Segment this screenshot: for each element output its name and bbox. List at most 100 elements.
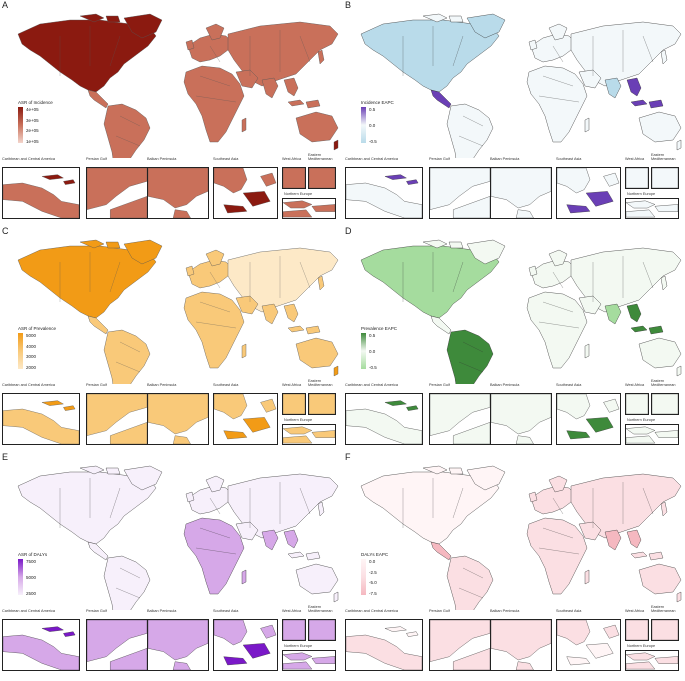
region-scandinavia (548, 249, 568, 267)
inset-map-seasia (556, 393, 621, 445)
region-europe (530, 33, 576, 63)
inset-map-persian (86, 393, 148, 445)
inset-label-balkan: Balkan Peninsula (490, 609, 520, 613)
world-map (17, 465, 339, 610)
legend-title: ASR of Prevalence (18, 326, 57, 331)
region-africa (526, 517, 588, 595)
legend-colorbar (18, 333, 23, 369)
border-line (458, 587, 484, 599)
legend-tick-label: -2.5 (369, 569, 377, 575)
region-indonesia2 (648, 99, 664, 109)
region-indonesia1 (287, 325, 305, 333)
map-legend: ASR of DALYs 7500 5000 2500 (18, 552, 47, 596)
region-uk (528, 39, 538, 51)
border-line (452, 487, 464, 519)
inset-map-seasia (213, 167, 278, 219)
legend-colorbar (18, 559, 23, 595)
map-panel-d: D Prevalence EAPC 0.5 0.0 -0.5 Caribbean and … (343, 226, 683, 452)
region-southAmerica (103, 555, 151, 610)
inset-map-eastmed (651, 167, 679, 189)
inset-label-persian: Persian Gulf (429, 157, 450, 161)
inset-label-caribbean: Caribbean and Central America (345, 157, 398, 161)
border-line (199, 527, 231, 539)
inset-map-balkan (147, 393, 209, 445)
border-line (195, 547, 237, 555)
panel-letter: E (2, 452, 9, 462)
region-centralAmerica (430, 89, 452, 109)
inset-label-caribbean: Caribbean and Central America (2, 157, 55, 161)
inset-map-balkan (490, 393, 552, 445)
inset-label-westafrica: West Africa (282, 383, 302, 387)
region-uk (185, 39, 195, 51)
border-line (642, 487, 654, 515)
world-map (360, 465, 682, 610)
region-northAmerica (360, 19, 500, 93)
legend-colorbar (361, 333, 366, 369)
inset-map-neurope (625, 198, 679, 219)
region-southAmerica (446, 329, 494, 384)
border-line (552, 497, 564, 515)
region-uk (528, 491, 538, 503)
region-scandinavia (205, 249, 225, 267)
region-arabia (578, 521, 602, 541)
legend-tick-label: 4e+05 (26, 107, 39, 112)
inset-label-eastmed: Eastern Mediterranean (308, 379, 333, 387)
border-line (458, 135, 484, 147)
region-greenland (466, 239, 506, 265)
region-greenland (123, 13, 163, 39)
legend-tick-label: 4000 (26, 343, 37, 349)
legend-tick-label: 0.5 (369, 333, 376, 338)
region-indonesia1 (287, 99, 305, 107)
region-centralAmerica (430, 315, 452, 335)
legend-tick-label: 3000 (26, 354, 37, 360)
inset-map-balkan (147, 167, 209, 219)
inset-label-neurope: Northern Europe (284, 644, 313, 648)
map-legend: Prevalence EAPC 0.5 0.0 -0.5 (361, 326, 398, 370)
inset-label-eastmed: Eastern Mediterranean (308, 605, 333, 613)
legend-tick-label: 5000 (26, 333, 37, 338)
legend-tick-label: 5000 (26, 575, 37, 580)
inset-label-caribbean: Caribbean and Central America (345, 609, 398, 613)
region-indonesia1 (287, 551, 305, 559)
region-nz (676, 139, 682, 151)
border-line (462, 341, 484, 353)
border-line (209, 45, 221, 63)
region-madagascar (241, 343, 247, 359)
region-arctic2 (448, 15, 464, 23)
region-madagascar (241, 117, 247, 133)
border-line (109, 261, 121, 293)
inset-map-caribbean (2, 393, 80, 445)
region-arctic2 (105, 15, 121, 23)
region-asia (570, 473, 682, 539)
border-line (538, 95, 580, 103)
inset-label-westafrica: West Africa (625, 383, 645, 387)
inset-map-eastmed (308, 619, 336, 641)
legend-title: ASR of Incidence (18, 100, 53, 105)
border-line (452, 35, 464, 67)
legend-title: Incidence EAPC (361, 100, 394, 105)
legend-tick-label: 0.0 (369, 123, 376, 128)
region-india (261, 303, 279, 325)
border-line (115, 587, 141, 599)
inset-map-neurope (282, 198, 336, 219)
region-australia (295, 337, 339, 369)
inset-map-caribbean (345, 167, 423, 219)
panel-letter: B (345, 0, 352, 10)
map-panel-e: E ASR of DALYs 7500 5000 2500 Caribbean and C… (0, 452, 340, 678)
legend-title: Prevalence EAPC (361, 326, 398, 331)
border-line (552, 271, 564, 289)
region-indonesia2 (648, 551, 664, 561)
inset-label-persian: Persian Gulf (86, 383, 107, 387)
legend-tick-label: 0.0 (369, 559, 376, 564)
legend-tick-label: 1e+05 (26, 139, 39, 144)
region-centralAmerica (87, 541, 109, 561)
inset-label-caribbean: Caribbean and Central America (2, 383, 55, 387)
region-europe (187, 33, 233, 63)
inset-map-neurope (625, 424, 679, 445)
legend-tick-label: 0.5 (369, 107, 376, 112)
region-europe (530, 485, 576, 515)
region-arabia (235, 295, 259, 315)
inset-map-neurope (282, 424, 336, 445)
region-australia (295, 563, 339, 595)
inset-map-neurope (282, 650, 336, 671)
